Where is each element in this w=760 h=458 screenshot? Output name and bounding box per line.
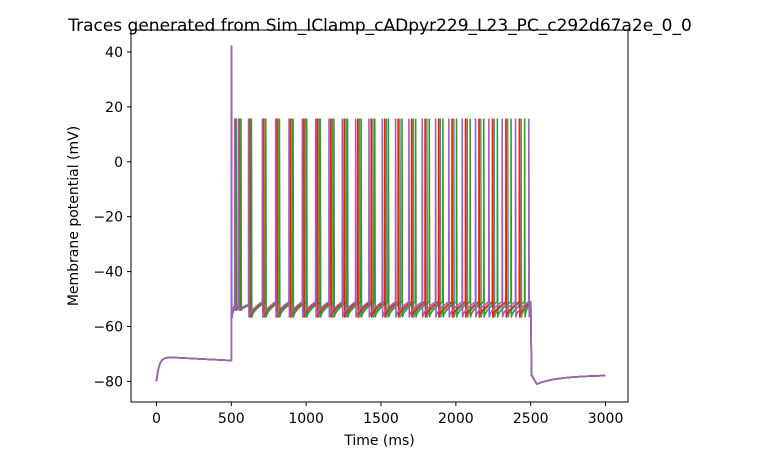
series-line-5 [155, 45, 606, 385]
y-tick-label: −60 [93, 320, 123, 336]
plot-frame [130, 29, 629, 403]
series-line-2 [155, 45, 606, 385]
y-tick-label: −40 [93, 265, 123, 281]
x-tick-label: 0 [152, 411, 161, 427]
y-axis-label: Membrane potential (mV) [66, 126, 82, 306]
y-tick-label: 0 [114, 155, 123, 171]
x-tick-label: 500 [218, 411, 245, 427]
x-axis-label: Time (ms) [343, 433, 415, 449]
y-tick-label: 40 [105, 45, 123, 61]
x-tick-label: 1000 [288, 411, 324, 427]
y-axis: −80 −60 −40 −20 0 20 40 [93, 45, 131, 390]
x-tick-label: 2000 [438, 411, 474, 427]
series-line-1 [155, 45, 606, 385]
y-tick-label: 20 [105, 100, 123, 116]
y-tick-label: −20 [93, 210, 123, 226]
plot-area [155, 45, 606, 385]
x-axis: 0 500 1000 1500 2000 2500 3000 [152, 402, 623, 427]
x-tick-label: 2500 [513, 411, 549, 427]
series-line-3 [155, 45, 606, 385]
y-tick-label: −80 [93, 374, 123, 390]
x-tick-label: 1500 [363, 411, 399, 427]
series-line-4 [155, 45, 606, 385]
x-tick-label: 3000 [588, 411, 624, 427]
chart-title: Traces generated from Sim_IClamp_cADpyr2… [67, 16, 692, 36]
